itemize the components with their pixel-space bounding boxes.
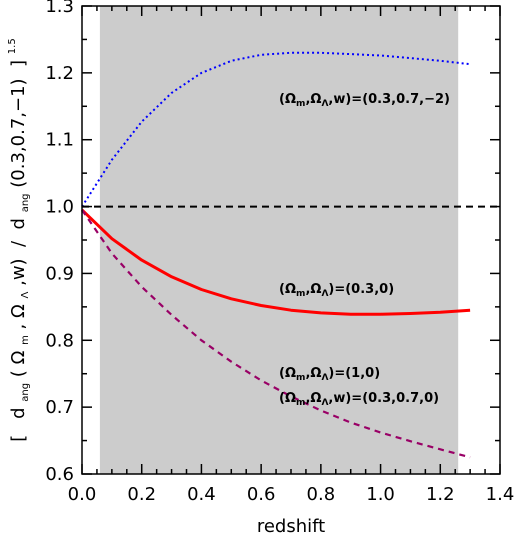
annotation-part: ,w)=(0.3,0.7,0) [328, 391, 439, 406]
y-label-num-tail: ,w) [8, 258, 29, 285]
y-tick-label: 0.9 [45, 263, 74, 284]
annotation-part: Λ [321, 289, 328, 299]
y-label-slash: / [8, 235, 29, 253]
x-tick-labels: 0.0 0.2 0.4 0.6 0.8 1.0 1.2 1.4 [68, 484, 515, 505]
annotation-part: ,Ω [305, 282, 321, 297]
y-label-bracket-open: [ [8, 435, 29, 442]
y-label-den-sub: ang [20, 193, 31, 212]
annotation-part: Λ [321, 99, 328, 109]
y-tick-label: 0.6 [45, 464, 74, 485]
annotation-part: m [296, 289, 305, 299]
y-label-omega-m-sub: m [20, 335, 31, 345]
y-tick-label: 1.0 [45, 197, 74, 218]
y-label-num-open: ( [8, 370, 29, 377]
y-label-den-base: d [8, 218, 29, 229]
annotation-part: m [296, 398, 305, 408]
y-label-num-sub: ang [20, 383, 31, 402]
y-label-omega-l-sub: Λ [20, 291, 31, 298]
annotation-part: m [296, 373, 305, 383]
y-tick-label: 1.2 [45, 63, 74, 84]
annotation-part: (Ω [279, 391, 296, 406]
y-tick-label: 1.1 [45, 130, 74, 151]
y-label-omega-l: Ω [8, 304, 29, 318]
y-label-exponent: 1.5 [7, 38, 18, 54]
series-annotation: (Ωm,ΩΛ,w)=(0.3,0.7,−2) [279, 92, 450, 109]
annotation-part: Λ [321, 398, 328, 408]
x-tick-label: 0.6 [247, 484, 276, 505]
annotation-part: Λ [321, 373, 328, 383]
annotation-part: ,Ω [305, 366, 321, 381]
x-tick-label: 0.2 [127, 484, 156, 505]
y-label-bracket-close: ] [8, 60, 29, 73]
x-tick-label: 1.2 [426, 484, 455, 505]
y-tick-label: 0.7 [45, 397, 74, 418]
annotation-part: m [296, 99, 305, 109]
series-annotation: (Ωm,ΩΛ)=(1,0) [279, 366, 380, 383]
annotation-part: )=(1,0) [328, 366, 380, 381]
y-axis-label: [ d ang ( Ω m , Ω Λ ,w) / d ang (0.3,0.7… [7, 38, 33, 441]
y-label-num-base: d [8, 407, 29, 418]
x-tick-label: 1.0 [366, 484, 395, 505]
x-axis-label: redshift [257, 516, 325, 537]
annotation-part: )=(0.3,0) [328, 282, 394, 297]
annotation-part: ,Ω [305, 391, 321, 406]
annotation-part: (Ω [279, 366, 296, 381]
x-tick-label: 0.0 [68, 484, 97, 505]
y-tick-label: 1.3 [45, 0, 74, 17]
y-label-sep: , [8, 324, 29, 330]
annotation-part: (Ω [279, 282, 296, 297]
annotation-part: ,w)=(0.3,0.7,−2) [328, 92, 450, 107]
y-tick-label: 0.8 [45, 330, 74, 351]
x-tick-label: 0.8 [307, 484, 336, 505]
x-tick-label: 0.4 [187, 484, 216, 505]
annotation-part: (Ω [279, 92, 296, 107]
y-label-den-args: (0.3,0.7,−1) [8, 78, 29, 187]
y-tick-labels: 0.6 0.7 0.8 0.9 1.0 1.1 1.2 1.3 [45, 0, 74, 485]
annotation-part: ,Ω [305, 92, 321, 107]
x-tick-label: 1.4 [486, 484, 515, 505]
y-label-omega-m: Ω [8, 350, 29, 364]
